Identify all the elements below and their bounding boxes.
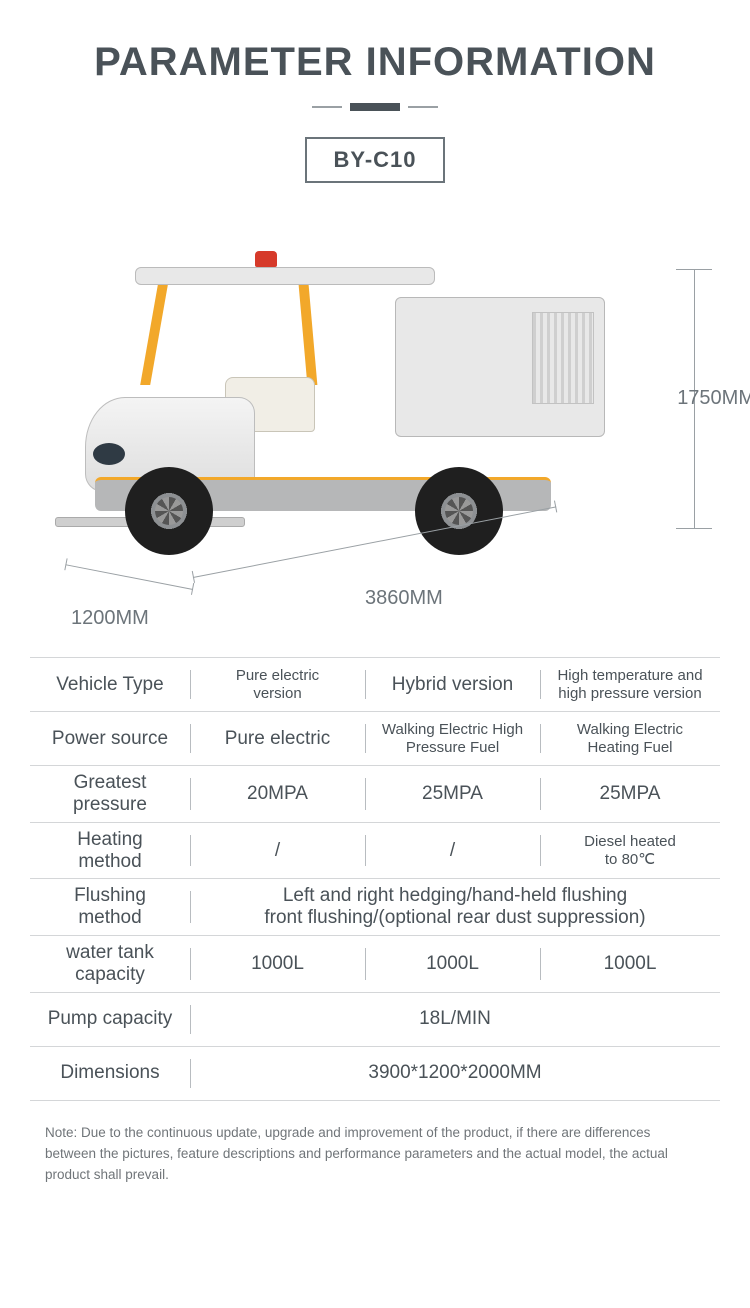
- wheel-icon: [415, 467, 503, 555]
- headlight-icon: [93, 443, 125, 465]
- dimension-width-line: [65, 564, 193, 590]
- cell: Pure electric: [190, 712, 365, 766]
- roof-pillar: [299, 285, 318, 385]
- row-label: Flushingmethod: [30, 879, 190, 936]
- cargo-tank: [395, 297, 605, 437]
- row-label: Power source: [30, 712, 190, 766]
- table-row: Dimensions3900*1200*2000MM: [30, 1046, 720, 1100]
- cell: Walking Electric HighPressure Fuel: [365, 712, 540, 766]
- cell: 1000L: [365, 936, 540, 993]
- page-title: PARAMETER INFORMATION: [0, 0, 750, 85]
- cell: Pure electricversion: [190, 658, 365, 712]
- wheel-icon: [125, 467, 213, 555]
- cell-merged: 3900*1200*2000MM: [190, 1046, 720, 1100]
- row-label: Dimensions: [30, 1046, 190, 1100]
- cell: 20MPA: [190, 766, 365, 823]
- dimension-height-label: 1750MM: [677, 387, 750, 410]
- dimension-length-label: 3860MM: [365, 587, 443, 610]
- row-label: Heatingmethod: [30, 822, 190, 879]
- cell: 25MPA: [365, 766, 540, 823]
- table-row: Power sourcePure electricWalking Electri…: [30, 712, 720, 766]
- footnote: Note: Due to the continuous update, upgr…: [45, 1123, 705, 1186]
- dimension-width-label: 1200MM: [71, 607, 149, 630]
- row-label: water tankcapacity: [30, 936, 190, 993]
- table-row: FlushingmethodLeft and right hedging/han…: [30, 879, 720, 936]
- vehicle-illustration: [65, 267, 545, 547]
- vehicle-diagram: 1750MM 3860MM 1200MM: [25, 207, 725, 647]
- table-row: Pump capacity18L/MIN: [30, 992, 720, 1046]
- row-label: Greatestpressure: [30, 766, 190, 823]
- table-row: Vehicle TypePure electricversionHybrid v…: [30, 658, 720, 712]
- cell-merged: 18L/MIN: [190, 992, 720, 1046]
- row-label: Pump capacity: [30, 992, 190, 1046]
- table-row: Heatingmethod//Diesel heatedto 80℃: [30, 822, 720, 879]
- roof-pillar: [140, 285, 168, 385]
- cell: /: [190, 822, 365, 879]
- cell: 1000L: [540, 936, 720, 993]
- cell: /: [365, 822, 540, 879]
- cell: Walking ElectricHeating Fuel: [540, 712, 720, 766]
- vehicle-roof: [135, 267, 435, 285]
- cell: Hybrid version: [365, 658, 540, 712]
- row-label: Vehicle Type: [30, 658, 190, 712]
- cell: Diesel heatedto 80℃: [540, 822, 720, 879]
- cell: 1000L: [190, 936, 365, 993]
- table-row: Greatestpressure20MPA25MPA25MPA: [30, 766, 720, 823]
- spec-table: Vehicle TypePure electricversionHybrid v…: [30, 657, 720, 1101]
- cell: 25MPA: [540, 766, 720, 823]
- beacon-light-icon: [255, 251, 277, 267]
- cell: High temperature andhigh pressure versio…: [540, 658, 720, 712]
- model-code-box: BY-C10: [305, 137, 445, 183]
- table-row: water tankcapacity1000L1000L1000L: [30, 936, 720, 993]
- cell-merged: Left and right hedging/hand-held flushin…: [190, 879, 720, 936]
- title-underline: [350, 103, 400, 111]
